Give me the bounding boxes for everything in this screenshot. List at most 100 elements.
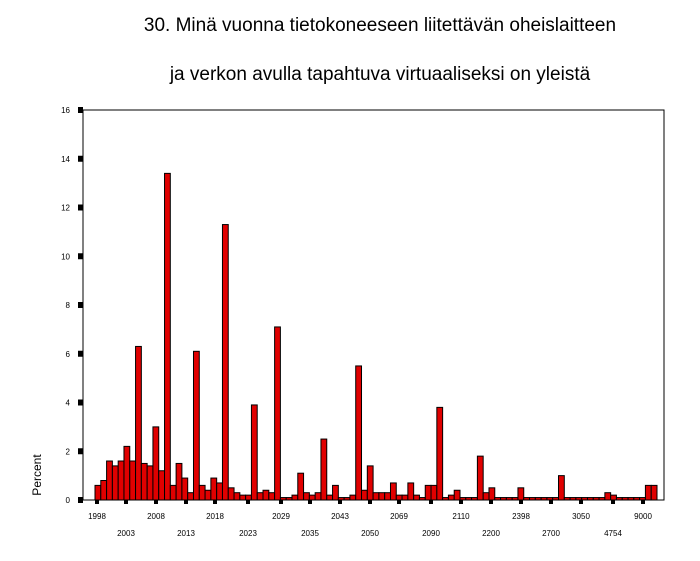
bar	[314, 492, 322, 501]
x-tick-label: 3050	[572, 512, 590, 521]
bar	[407, 482, 415, 501]
bar	[262, 489, 270, 501]
bar	[233, 492, 241, 501]
x-tick-label: 2069	[390, 512, 408, 521]
x-tick	[308, 500, 312, 504]
y-tick	[78, 302, 83, 308]
x-tick	[368, 500, 372, 504]
y-tick-label: 4	[66, 399, 71, 408]
bar	[558, 475, 565, 501]
bar	[216, 482, 223, 501]
x-tick-label: 2018	[206, 512, 224, 521]
x-tick-label: 2043	[331, 512, 349, 521]
y-tick	[78, 155, 83, 162]
bar	[523, 497, 531, 501]
bar	[621, 497, 629, 501]
bar	[650, 484, 658, 501]
bar	[453, 489, 461, 501]
bar	[546, 497, 554, 501]
bar	[204, 489, 212, 501]
x-tick	[611, 500, 615, 504]
bar	[146, 465, 154, 501]
bar	[239, 494, 247, 501]
y-tick-label: 10	[61, 252, 70, 261]
x-tick-label: 2050	[361, 529, 379, 538]
y-tick-label: 2	[66, 447, 71, 456]
bar	[372, 492, 380, 501]
bar	[210, 477, 218, 501]
bar	[303, 492, 310, 501]
bar	[245, 494, 252, 501]
y-tick-label: 8	[66, 301, 71, 310]
bar	[401, 494, 409, 501]
x-tick	[95, 500, 99, 504]
bar	[517, 487, 525, 501]
bar	[482, 492, 490, 501]
bar	[355, 365, 363, 501]
bar	[540, 497, 548, 501]
x-tick-label: 1998	[88, 512, 106, 521]
bar	[343, 497, 351, 501]
bar	[198, 484, 206, 501]
bar	[332, 484, 339, 501]
bar	[320, 438, 328, 501]
x-tick	[429, 500, 433, 504]
bar	[569, 497, 577, 501]
bar	[627, 497, 635, 501]
bar	[279, 497, 287, 501]
bar	[291, 494, 299, 501]
bar	[169, 484, 177, 501]
x-tick-label: 2398	[512, 512, 530, 521]
y-tick	[78, 448, 83, 455]
bar	[529, 497, 536, 501]
x-tick	[489, 500, 493, 504]
bar	[471, 497, 478, 501]
bar	[459, 497, 467, 501]
bar	[250, 404, 258, 501]
bar	[192, 350, 200, 501]
bar	[592, 497, 600, 501]
y-axis-label: Percent	[30, 454, 44, 496]
bar	[181, 477, 189, 501]
bar	[221, 224, 229, 501]
bar	[430, 484, 438, 501]
x-tick	[397, 500, 401, 504]
bar	[418, 497, 426, 501]
bar	[604, 492, 612, 501]
bar	[465, 497, 473, 501]
y-tick	[78, 107, 83, 113]
bar	[581, 497, 588, 501]
x-tick	[246, 500, 250, 504]
bar	[494, 497, 502, 501]
bar	[563, 497, 571, 501]
y-tick	[78, 253, 83, 260]
bar	[175, 462, 183, 501]
bar	[326, 494, 334, 501]
bar	[337, 497, 345, 501]
y-tick-label: 16	[61, 106, 70, 115]
bar	[639, 497, 646, 501]
bar	[274, 326, 281, 501]
x-tick-label: 2008	[147, 512, 165, 521]
bar	[117, 460, 125, 501]
y-tick	[78, 399, 83, 406]
x-tick	[184, 500, 188, 504]
x-tick-label: 2013	[177, 529, 195, 538]
x-tick-label: 2110	[452, 512, 470, 521]
y-tick	[78, 204, 83, 211]
bar	[349, 494, 357, 501]
x-tick-label: 2200	[482, 529, 500, 538]
x-tick-label: 2003	[117, 529, 135, 538]
bar	[442, 497, 449, 501]
bar	[129, 460, 137, 501]
x-tick	[154, 500, 158, 504]
bar	[436, 406, 444, 501]
bar	[476, 455, 484, 501]
x-tick-label: 2029	[272, 512, 290, 521]
bar	[378, 492, 386, 501]
x-tick	[459, 500, 463, 504]
bar	[505, 497, 513, 501]
bar	[610, 494, 617, 501]
chart-title-line2: ja verkon avulla tapahtuva virtuaaliseks…	[169, 64, 591, 85]
